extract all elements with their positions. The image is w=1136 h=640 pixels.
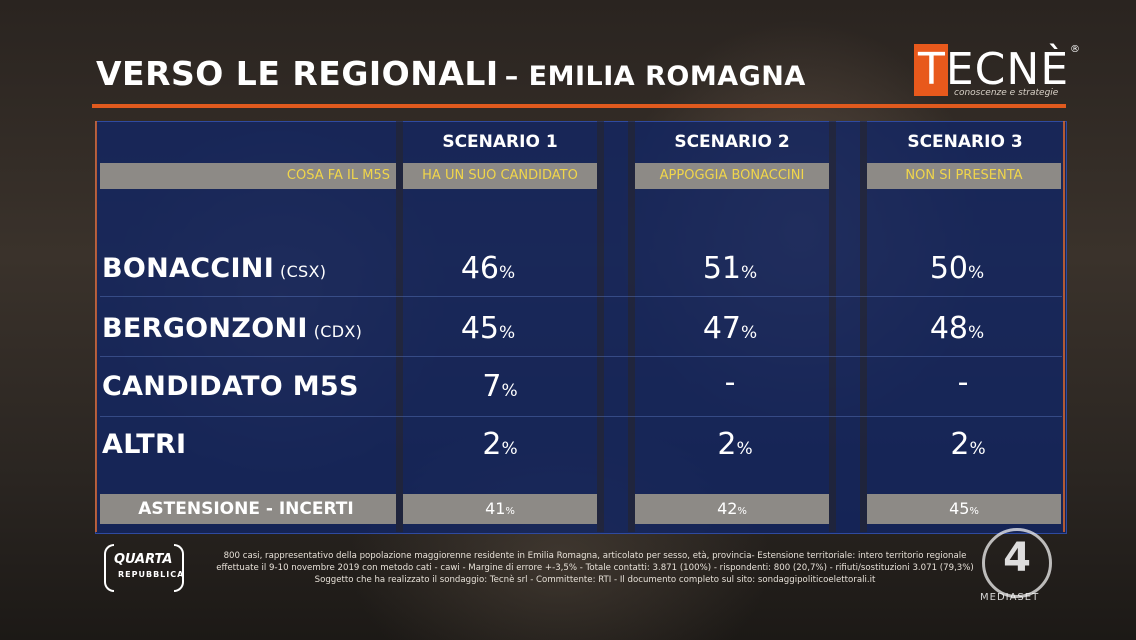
row-divider <box>100 296 1062 297</box>
value-candidato-m5s-s2: - <box>724 365 736 400</box>
scenario-2-header: SCENARIO 2 <box>674 132 790 152</box>
quarta-repubblica-logo: QUARTA REPUBBLICA <box>104 544 186 592</box>
logo-orange-block <box>914 44 948 96</box>
title-sub: – EMILIA ROMAGNA <box>504 61 806 92</box>
coalition-suffix: (CSX) <box>280 262 327 281</box>
value-bergonzoni-s2: 47% <box>702 311 758 346</box>
logo-registered-mark: ® <box>1070 44 1080 55</box>
abstention-label: ASTENSIONE - INCERTI <box>138 499 354 519</box>
row-divider <box>100 416 1062 417</box>
condition-bar-label-bg <box>100 163 396 189</box>
page-title: VERSO LE REGIONALI – EMILIA ROMAGNA <box>96 54 806 93</box>
value-bonaccini-s2: 51% <box>702 251 758 286</box>
value-bergonzoni-s3: 48% <box>929 311 985 346</box>
condition-bar-bg <box>867 163 1061 189</box>
abstention-s3: 45% <box>949 499 979 518</box>
candidate-name: BONACCINI <box>102 253 275 284</box>
row-label-bonaccini: BONACCINI (CSX) <box>102 253 326 284</box>
scenario-2-condition: APPOGGIA BONACCINI <box>659 168 805 183</box>
column-separator <box>829 121 836 532</box>
channel-number: 4 <box>1003 535 1031 581</box>
title-underline <box>92 104 1066 108</box>
scenario-3-condition: NON SI PRESENTA <box>905 168 1023 183</box>
value-altri-s1: 2% <box>482 427 518 462</box>
condition-bar-bg <box>635 163 829 189</box>
logo-bracket-right <box>174 544 184 592</box>
value-bergonzoni-s1: 45% <box>460 311 516 346</box>
scenario-1-condition: HA UN SUO CANDIDATO <box>422 168 578 183</box>
program-name: QUARTA <box>114 552 173 567</box>
value-bonaccini-s1: 46% <box>460 251 516 286</box>
row-divider <box>100 356 1062 357</box>
abstention-s1: 41% <box>485 499 515 518</box>
candidate-name: CANDIDATO M5S <box>102 371 359 402</box>
scenario-1-header: SCENARIO 1 <box>442 132 558 152</box>
network-label: MEDIASET <box>980 592 1040 603</box>
abstention-bar-bg <box>403 494 597 524</box>
column-separator <box>860 121 867 532</box>
condition-bar-bg <box>403 163 597 189</box>
value-altri-s3: 2% <box>950 427 986 462</box>
candidate-name: BERGONZONI <box>102 313 308 344</box>
abstention-bar-bg <box>867 494 1061 524</box>
column-separator <box>628 121 635 532</box>
methodology-footnote: 800 casi, rappresentativo della popolazi… <box>195 550 995 586</box>
footnote-line: 800 casi, rappresentativo della popolazi… <box>223 551 967 561</box>
coalition-suffix: (CDX) <box>313 322 363 341</box>
channel-4-logo: 4 <box>982 528 1052 598</box>
column-separator <box>396 121 403 532</box>
footnote-line: Soggetto che ha realizzato il sondaggio:… <box>314 575 876 585</box>
value-candidato-m5s-s1: 7% <box>482 369 518 404</box>
abstention-bar-bg <box>635 494 829 524</box>
footnote-line: effettuate il 9-10 novembre 2019 con met… <box>216 563 974 573</box>
title-main: VERSO LE REGIONALI <box>96 54 499 93</box>
value-altri-s2: 2% <box>717 427 753 462</box>
value-bonaccini-s3: 50% <box>929 251 985 286</box>
program-subname: REPUBBLICA <box>118 570 185 579</box>
results-table-panel <box>95 121 1067 534</box>
abstention-s2: 42% <box>717 499 747 518</box>
logo-wordmark: TECNÈ <box>918 44 1070 95</box>
logo-bracket-left <box>104 544 114 592</box>
candidate-name: ALTRI <box>102 429 187 460</box>
scenario-3-header: SCENARIO 3 <box>907 132 1023 152</box>
row-label-altri: ALTRI <box>102 429 186 460</box>
logo-tagline: conoscenze e strategie <box>954 88 1059 98</box>
row-label-candidato-m5s: CANDIDATO M5S <box>102 371 359 402</box>
panel-edge-left <box>95 121 97 532</box>
panel-edge-right <box>1063 121 1065 532</box>
value-candidato-m5s-s3: - <box>957 365 969 400</box>
column-separator <box>597 121 604 532</box>
condition-label: COSA FA IL M5S <box>286 168 390 183</box>
abstention-bar-bg <box>100 494 396 524</box>
row-label-bergonzoni: BERGONZONI (CDX) <box>102 313 362 344</box>
